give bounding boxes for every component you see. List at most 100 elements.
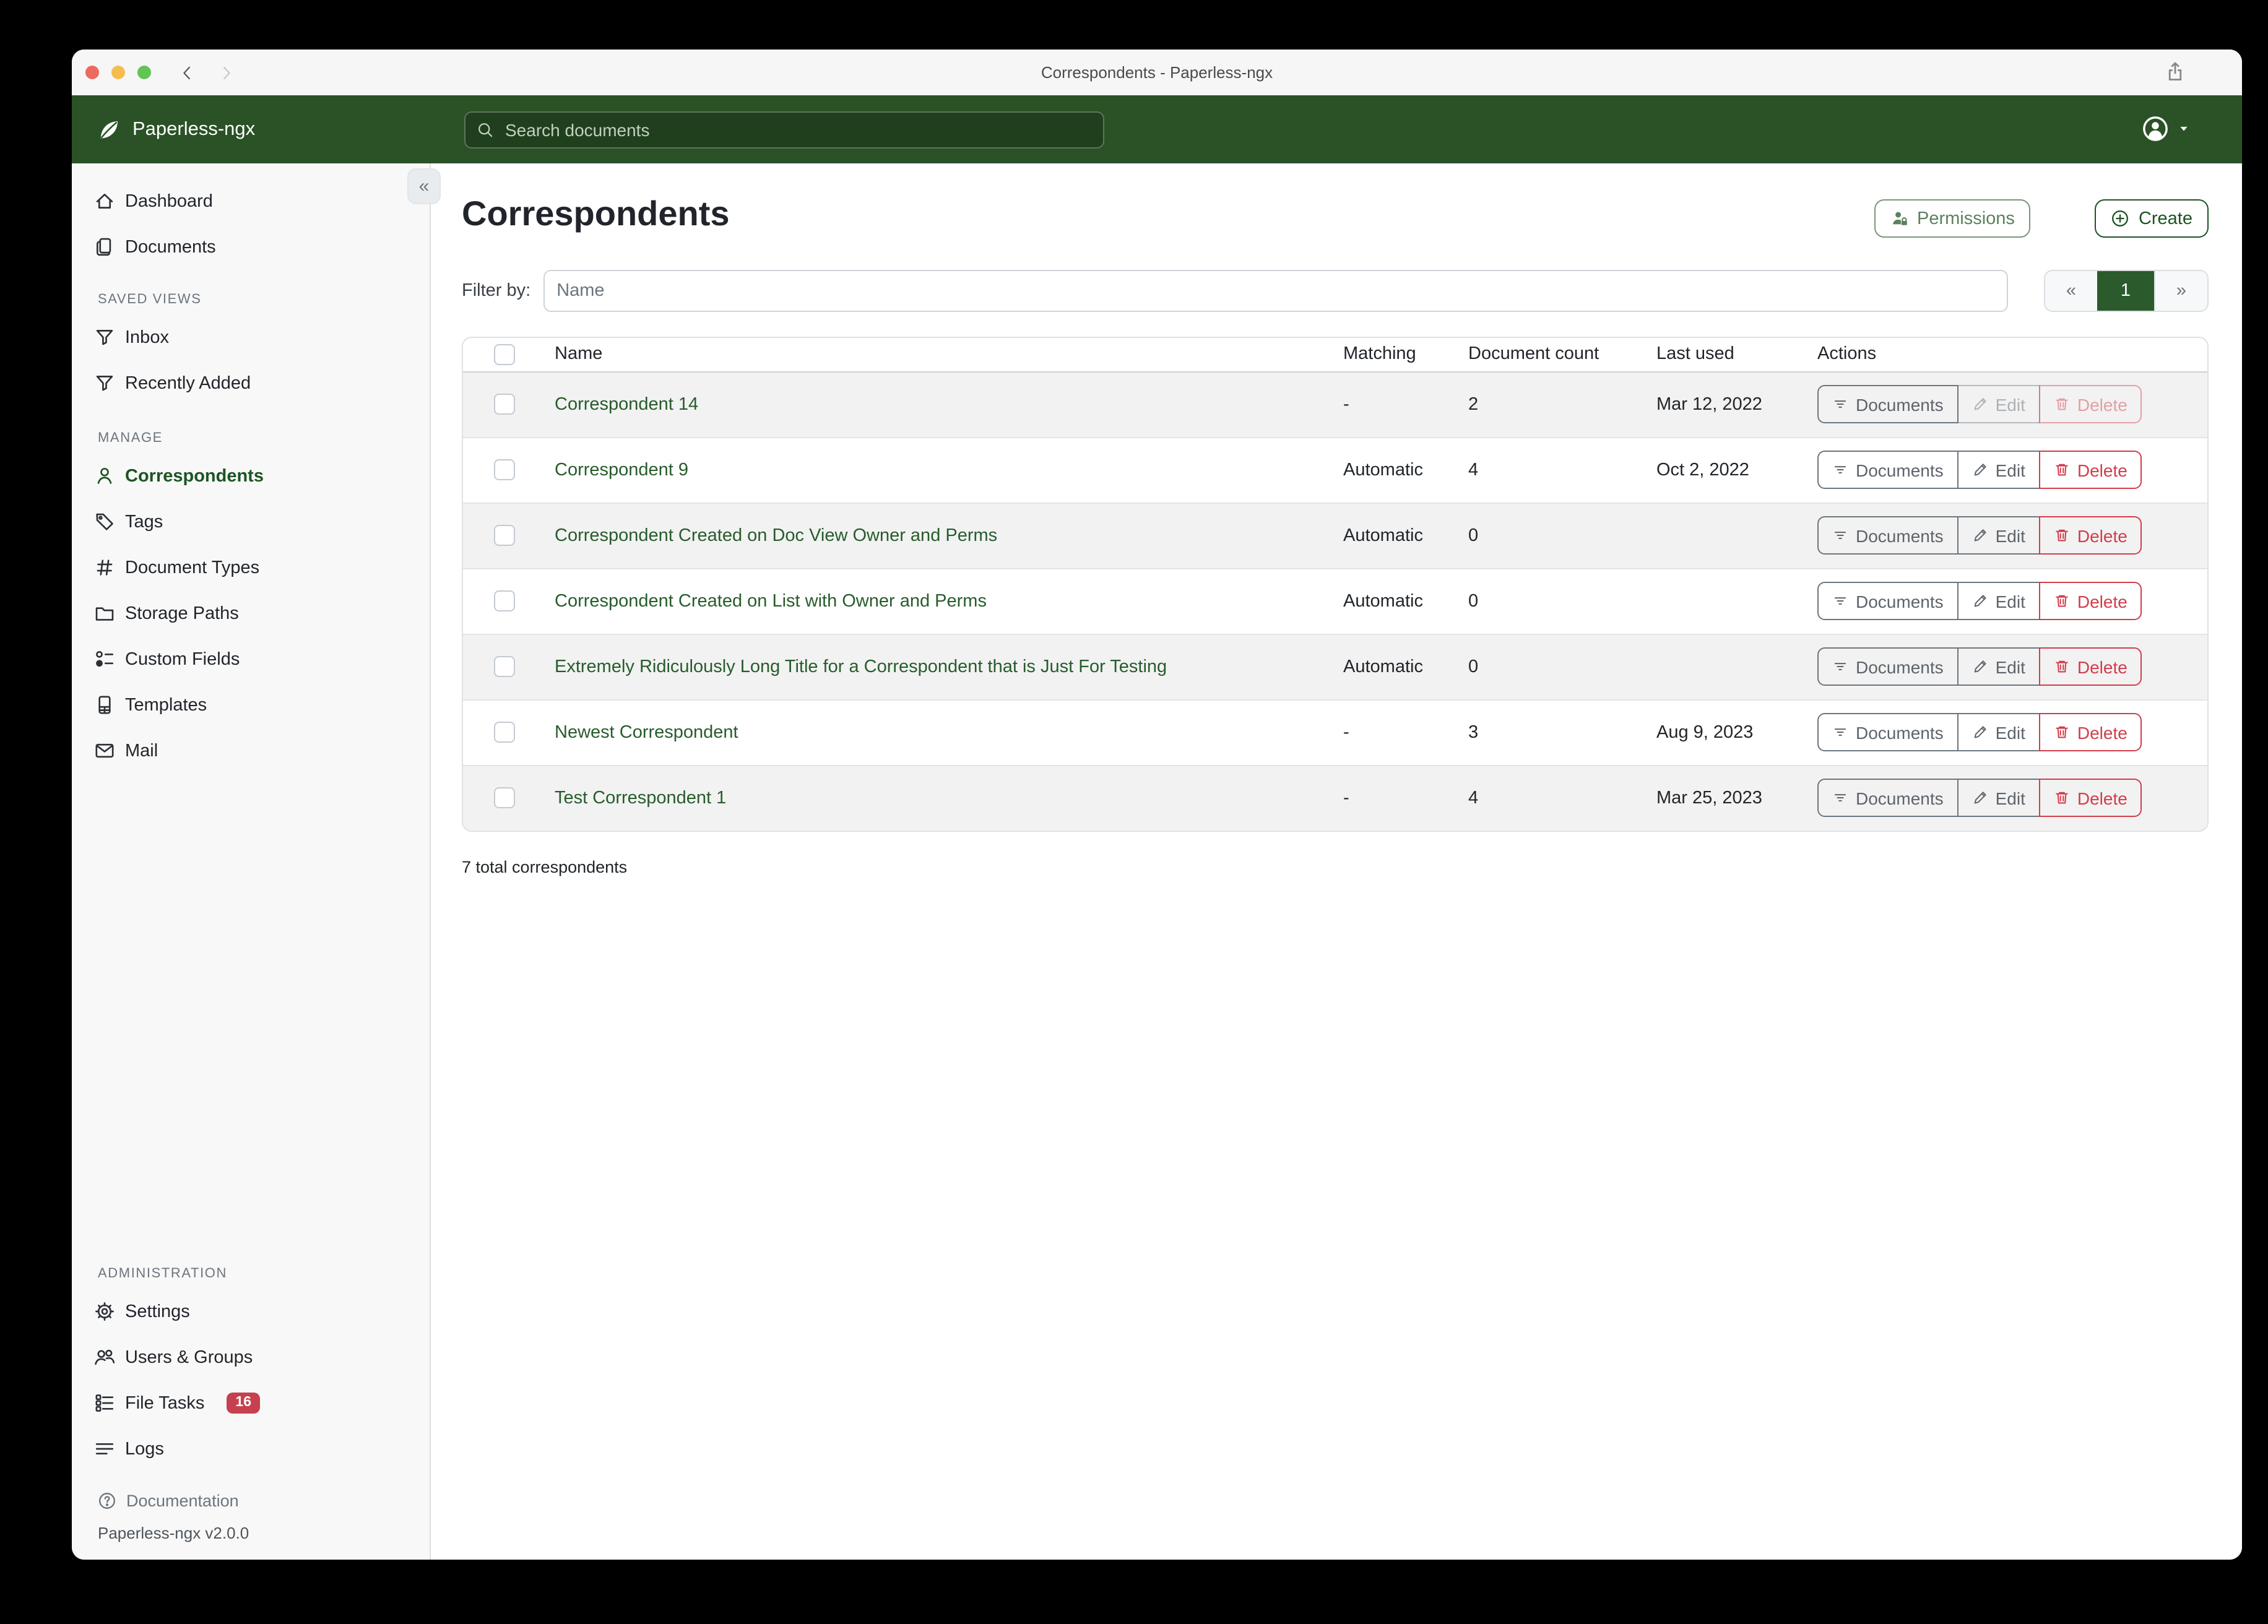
sidebar-item-users-groups[interactable]: Users & Groups: [72, 1337, 430, 1378]
brand[interactable]: Paperless-ngx: [72, 117, 255, 142]
last-used-cell: Mar 12, 2022: [1656, 394, 1762, 414]
row-delete-button[interactable]: Delete: [2038, 451, 2142, 489]
minimize-window-button[interactable]: [111, 66, 125, 79]
pagination: « 1 »: [2044, 270, 2209, 312]
table-body: Correspondent 14-2 Mar 12, 2022 Documents E…: [463, 371, 2207, 831]
row-checkbox[interactable]: [494, 656, 515, 677]
matching-cell: Automatic: [1343, 657, 1423, 676]
row-checkbox[interactable]: [494, 394, 515, 415]
people-icon: [94, 1347, 115, 1368]
permissions-button[interactable]: Permissions: [1874, 199, 2031, 238]
trash-icon: [2054, 724, 2070, 740]
row-edit-button[interactable]: Edit: [1957, 582, 2040, 620]
row-checkbox[interactable]: [494, 525, 515, 546]
row-edit-button[interactable]: Edit: [1957, 516, 2040, 555]
correspondent-link[interactable]: Correspondent 9: [555, 460, 689, 480]
row-delete-button[interactable]: Delete: [2038, 713, 2142, 751]
col-header-name[interactable]: Name: [555, 344, 603, 365]
sidebar-admin-block: ADMINISTRATION Settings Users & Groups File…: [72, 1244, 430, 1474]
search-input[interactable]: [503, 119, 1092, 141]
trash-icon: [2054, 593, 2070, 609]
sidebar-item-tags[interactable]: Tags: [72, 501, 430, 542]
question-circle-icon: [98, 1491, 116, 1510]
row-delete-button[interactable]: Delete: [2038, 516, 2142, 555]
sidebar-item-file-tasks[interactable]: File Tasks 16: [72, 1383, 430, 1423]
row-edit-button[interactable]: Edit: [1957, 451, 2040, 489]
correspondent-link[interactable]: Test Correspondent 1: [555, 788, 727, 808]
correspondent-link[interactable]: Correspondent Created on Doc View Owner …: [555, 525, 998, 545]
sidebar-item-storage-paths[interactable]: Storage Paths: [72, 593, 430, 634]
sidebar-item-correspondents[interactable]: Correspondents: [72, 456, 430, 496]
documentation-link[interactable]: Documentation: [98, 1484, 430, 1516]
row-documents-button[interactable]: Documents: [1817, 385, 1959, 423]
filter-name-input[interactable]: [543, 270, 2008, 312]
document-count-cell: 3: [1468, 722, 1479, 742]
page-title: Correspondents: [462, 194, 730, 233]
zoom-window-button[interactable]: [137, 66, 151, 79]
row-actions: Documents Edit Delete: [1817, 451, 2142, 489]
forward-icon[interactable]: [218, 64, 235, 81]
table-row: Correspondent 9 Automatic 4 Oct 2, 2022 Docu…: [463, 437, 2207, 503]
row-checkbox[interactable]: [494, 590, 515, 611]
trash-icon: [2054, 659, 2070, 675]
back-icon[interactable]: [178, 64, 196, 81]
sidebar-item-documents[interactable]: Documents: [72, 227, 430, 267]
create-button[interactable]: Create: [2095, 199, 2209, 238]
pagination-next[interactable]: »: [2154, 271, 2207, 311]
col-header-document-count[interactable]: Document count: [1468, 344, 1599, 365]
row-documents-button[interactable]: Documents: [1817, 582, 1959, 620]
sidebar-item-custom-fields[interactable]: Custom Fields: [72, 639, 430, 680]
table-row: Correspondent Created on Doc View Owner …: [463, 503, 2207, 568]
sidebar-item-settings[interactable]: Settings: [72, 1291, 430, 1332]
row-documents-button[interactable]: Documents: [1817, 647, 1959, 686]
correspondent-link[interactable]: Correspondent 14: [555, 394, 699, 414]
row-checkbox[interactable]: [494, 459, 515, 480]
row-edit-button[interactable]: Edit: [1957, 647, 2040, 686]
row-delete-button[interactable]: Delete: [2038, 582, 2142, 620]
pagination-prev[interactable]: «: [2045, 271, 2097, 311]
share-icon[interactable]: [2164, 59, 2186, 84]
select-all-checkbox[interactable]: [494, 343, 515, 365]
row-documents-button[interactable]: Documents: [1817, 451, 1959, 489]
row-documents-button[interactable]: Documents: [1817, 516, 1959, 555]
global-search[interactable]: [464, 111, 1104, 149]
correspondent-link[interactable]: Correspondent Created on List with Owner…: [555, 591, 987, 611]
app-header: Paperless-ngx: [72, 95, 2242, 163]
row-edit-button[interactable]: Edit: [1957, 713, 2040, 751]
col-header-matching[interactable]: Matching: [1343, 344, 1416, 365]
sidebar-item-label: Templates: [125, 695, 207, 715]
row-checkbox[interactable]: [494, 787, 515, 809]
row-checkbox[interactable]: [494, 722, 515, 743]
row-delete-button[interactable]: Delete: [2038, 647, 2142, 686]
row-edit-button[interactable]: Edit: [1957, 779, 2040, 818]
row-delete-button[interactable]: Delete: [2038, 385, 2142, 423]
last-used-cell: Mar 25, 2023: [1656, 788, 1762, 808]
row-documents-button[interactable]: Documents: [1817, 713, 1959, 751]
document-count-cell: 0: [1468, 525, 1479, 545]
last-used-cell: [1637, 634, 1798, 699]
sidebar-item-inbox[interactable]: Inbox: [72, 317, 430, 358]
folder-icon: [94, 603, 115, 624]
row-delete-button[interactable]: Delete: [2038, 779, 2142, 818]
user-menu[interactable]: [2142, 115, 2190, 142]
row-edit-button[interactable]: Edit: [1957, 385, 2040, 423]
sidebar-item-templates[interactable]: Templates: [72, 685, 430, 725]
trash-icon: [2054, 396, 2070, 412]
close-window-button[interactable]: [85, 66, 99, 79]
last-used-cell: Oct 2, 2022: [1656, 460, 1749, 480]
sidebar-item-recently-added[interactable]: Recently Added: [72, 363, 430, 404]
trash-icon: [2054, 527, 2070, 543]
pencil-icon: [1972, 724, 1988, 740]
sidebar-item-logs[interactable]: Logs: [72, 1428, 430, 1469]
sidebar-item-mail[interactable]: Mail: [72, 730, 430, 771]
col-header-last-used[interactable]: Last used: [1656, 344, 1734, 365]
pagination-page-1[interactable]: 1: [2097, 271, 2154, 311]
sidebar-item-dashboard[interactable]: Dashboard: [72, 181, 430, 222]
correspondents-table: Name Matching Document count Last used A…: [462, 337, 2209, 832]
correspondent-link[interactable]: Extremely Ridiculously Long Title for a …: [555, 657, 1167, 676]
correspondent-link[interactable]: Newest Correspondent: [555, 722, 738, 742]
col-header-actions: Actions: [1817, 344, 1877, 365]
row-documents-button[interactable]: Documents: [1817, 779, 1959, 818]
sidebar-item-document-types[interactable]: Document Types: [72, 547, 430, 588]
sidebar-collapse-button[interactable]: «: [407, 168, 441, 204]
